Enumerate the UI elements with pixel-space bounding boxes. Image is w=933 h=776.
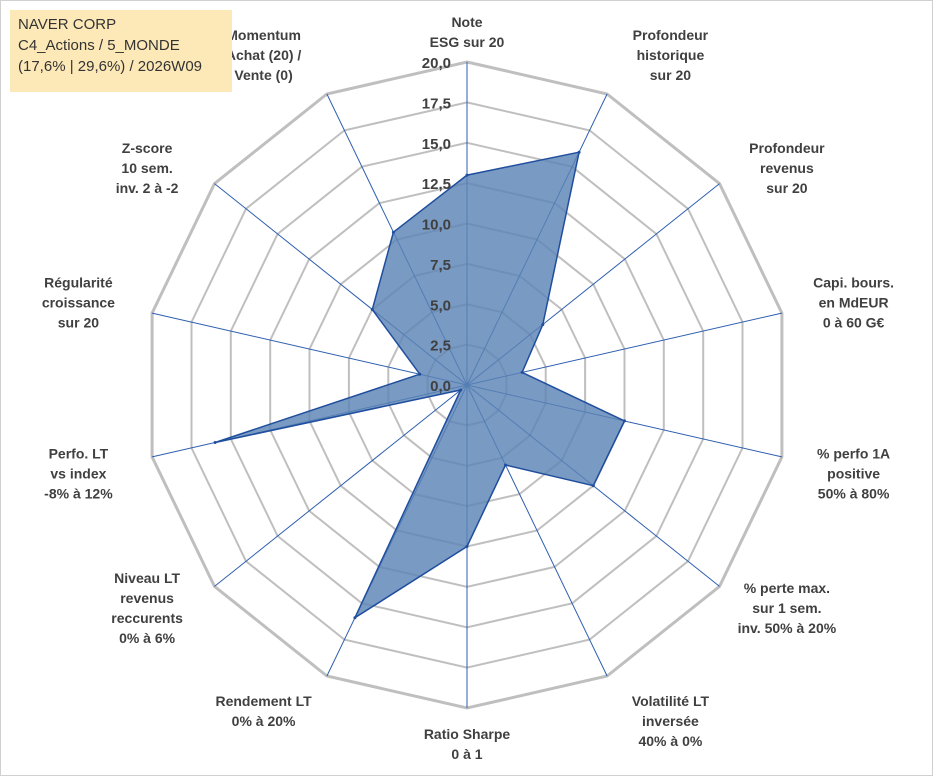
tick-label: 5,0 — [430, 297, 451, 314]
axis-label-line: Capi. bours. — [813, 275, 894, 291]
data-point — [213, 441, 217, 444]
axis-label: Perfo. LT vs index -8% à 12% — [44, 446, 113, 502]
data-point — [391, 230, 395, 234]
stats-line: (17,6% | 29,6%) / 2026W09 — [18, 58, 202, 75]
data-point — [459, 388, 463, 392]
axis-label: Capi. bours. en MdEUR 0 à 60 G€ — [813, 275, 894, 331]
axis-label-line: ESG sur 20 — [430, 34, 505, 50]
radar-axis-labels: Note ESG sur 20 Profondeur historique sur 20… — [42, 14, 894, 762]
info-box: NAVER CORP C4_Actions / 5_MONDE (17,6% |… — [10, 10, 232, 92]
axis-label-line: 0 à 1 — [451, 746, 482, 762]
company-name: NAVER CORP — [18, 16, 117, 33]
tick-label: 7,5 — [430, 257, 451, 274]
axis-label: Rendement LT 0% à 20% — [215, 693, 312, 729]
axis-label-line: 0 à 60 G€ — [823, 315, 885, 331]
axis-label-line: 10 sem. — [121, 160, 172, 176]
axis-label-line: positive — [827, 466, 880, 482]
tick-label: 10,0 — [422, 217, 451, 234]
axis-label-line: Profondeur — [749, 140, 825, 156]
axis-label-line: revenus — [760, 160, 814, 176]
axis-label-line: inv. 50% à 20% — [738, 620, 837, 636]
axis-label-line: reccurents — [111, 610, 183, 626]
axis-label-line: vs index — [50, 466, 106, 482]
axis-label: Note ESG sur 20 — [430, 14, 505, 50]
axis-label-line: Rendement LT — [215, 693, 312, 709]
axis-label-line: sur 20 — [58, 315, 99, 331]
data-point — [418, 372, 422, 376]
tick-label: 0,0 — [430, 378, 451, 395]
tick-label: 12,5 — [422, 176, 451, 193]
axis-label: Niveau LT revenus reccurents 0% à 6% — [111, 570, 183, 646]
axis-label-line: Niveau LT — [114, 570, 180, 586]
axis-label-line: en MdEUR — [819, 295, 889, 311]
data-point — [465, 545, 469, 548]
axis-label-line: Perfo. LT — [49, 446, 109, 462]
data-point — [577, 150, 581, 154]
axis-label: Profondeur historique sur 20 — [633, 27, 709, 83]
axis-spoke — [151, 312, 468, 386]
data-point — [353, 616, 357, 620]
axis-label-line: Vente (0) — [234, 67, 292, 83]
axis-label-line: Régularité — [44, 275, 113, 291]
axis-label-line: inv. 2 à -2 — [116, 180, 179, 196]
data-point — [623, 419, 626, 423]
tick-label: 15,0 — [422, 136, 451, 153]
radar-series — [213, 150, 626, 620]
axis-label: % perte max. sur 1 sem. inv. 50% à 20% — [738, 580, 837, 636]
tick-label: 20,0 — [422, 55, 451, 72]
data-point — [504, 463, 507, 467]
radar-tick-labels: 0,0 2,5 5,0 7,5 10,0 12,5 15,0 17,5 20,0 — [422, 55, 451, 395]
axis-label-line: historique — [637, 47, 705, 63]
axis-label-line: Ratio Sharpe — [424, 726, 511, 742]
axis-label: Ratio Sharpe 0 à 1 — [424, 726, 511, 762]
axis-label-line: sur 20 — [766, 180, 807, 196]
series-area — [214, 151, 626, 619]
axis-label: Z-score 10 sem. inv. 2 à -2 — [116, 140, 179, 196]
axis-label-line: 0% à 20% — [232, 713, 296, 729]
data-point — [465, 173, 469, 177]
axis-label-line: inversée — [642, 713, 699, 729]
axis-label-line: 0% à 6% — [119, 630, 176, 646]
data-point — [520, 370, 524, 374]
data-point — [591, 484, 595, 488]
axis-label: Momentum Achat (20) / Vente (0) — [226, 27, 302, 83]
category-line: C4_Actions / 5_MONDE — [18, 37, 180, 54]
axis-label-line: Z-score — [122, 140, 173, 156]
axis-label-line: Momentum — [226, 27, 301, 43]
tick-label: 2,5 — [430, 338, 451, 355]
axis-label-line: -8% à 12% — [44, 486, 113, 502]
axis-label: Profondeur revenus sur 20 — [749, 140, 825, 196]
data-point — [370, 308, 374, 311]
data-point — [541, 323, 545, 327]
axis-label-line: revenus — [120, 590, 174, 606]
axis-label-line: Volatilité LT — [632, 693, 710, 709]
axis-label: % perfo 1A positive 50% à 80% — [817, 446, 890, 502]
axis-label-line: % perte max. — [744, 580, 830, 596]
axis-label-line: 50% à 80% — [818, 486, 890, 502]
axis-spoke — [214, 384, 468, 587]
axis-label-line: sur 20 — [650, 67, 691, 83]
axis-label: Volatilité LT inversée 40% à 0% — [632, 693, 710, 749]
axis-label-line: sur 1 sem. — [752, 600, 821, 616]
axis-label-line: Profondeur — [633, 27, 709, 43]
axis-label-line: Achat (20) / — [226, 47, 302, 63]
axis-label-line: 40% à 0% — [638, 733, 702, 749]
axis-label-line: Note — [451, 14, 482, 30]
axis-label: Régularité croissance sur 20 — [42, 275, 115, 331]
axis-label-line: % perfo 1A — [817, 446, 890, 462]
axis-label-line: croissance — [42, 295, 115, 311]
tick-label: 17,5 — [422, 95, 451, 112]
